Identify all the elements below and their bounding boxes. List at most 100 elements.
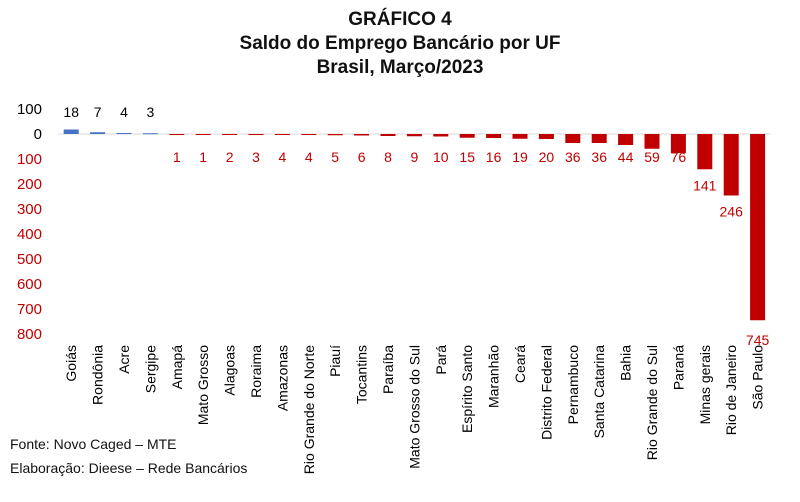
data-label: 9 (411, 149, 419, 165)
x-tick-label: Roraima (248, 345, 264, 398)
x-tick-label: Minas gerais (697, 345, 713, 424)
y-tick-label: 500 (17, 251, 42, 268)
data-label: 3 (252, 149, 260, 165)
data-label: 4 (279, 149, 287, 165)
x-tick-label: Mato Grosso (195, 345, 211, 425)
data-labels: 18 7 4 31 1 2 3 4 4 5 6 8 9 10 15 16 19 20 36 36 44 59 7614124… (63, 104, 769, 348)
x-tick-label: Santa Catarina (591, 345, 607, 439)
x-tick-label: Rondônia (90, 345, 106, 405)
data-label: 16 (486, 149, 502, 165)
x-axis: Goiás Rondônia Acre Sergipe Amapá Mato Grosso… (63, 345, 765, 474)
bar (406, 134, 422, 137)
x-tick-label: Mato Grosso do Sul (406, 345, 422, 469)
y-tick-label: 600 (17, 276, 42, 293)
x-tick-label: Sergipe (142, 345, 158, 393)
bars (63, 129, 766, 321)
bar (380, 134, 396, 136)
x-tick-label: Espírito Santo (459, 345, 475, 433)
bar (486, 134, 502, 138)
x-tick-label: Bahia (618, 345, 634, 381)
data-label: 76 (671, 149, 687, 165)
data-label: 6 (358, 149, 366, 165)
y-tick-label: 0 (34, 126, 42, 143)
data-label: 3 (147, 104, 155, 120)
x-tick-label: Pernambuco (565, 345, 581, 425)
bar (90, 132, 106, 134)
data-label: 246 (720, 204, 744, 220)
bar (512, 134, 528, 139)
x-tick-label: Paraíba (380, 345, 396, 394)
bar (565, 134, 581, 143)
data-label: 1 (199, 149, 207, 165)
x-tick-label: Amapá (169, 345, 185, 390)
bar (169, 134, 185, 135)
data-label: 20 (539, 149, 555, 165)
bar (433, 134, 449, 137)
bar (327, 134, 343, 136)
bar (697, 134, 713, 170)
bar (195, 134, 211, 135)
chart-title: GRÁFICO 4 Saldo do Emprego Bancário por … (0, 8, 800, 80)
bar (670, 134, 686, 153)
bar (618, 134, 634, 145)
data-label: 15 (459, 149, 475, 165)
bar (723, 134, 739, 196)
x-tick-label: Amazonas (274, 345, 290, 411)
data-label: 5 (331, 149, 339, 165)
bar (354, 134, 370, 136)
data-label: 36 (565, 149, 581, 165)
data-label: 18 (63, 104, 79, 120)
data-label: 2 (226, 149, 234, 165)
y-tick-label: 100 (17, 101, 42, 118)
y-tick-label: 100 (17, 151, 42, 168)
data-label: 4 (305, 149, 313, 165)
x-tick-label: Goiás (63, 345, 79, 382)
bar (222, 134, 238, 135)
x-tick-label: Alagoas (222, 345, 238, 396)
data-label: 59 (644, 149, 660, 165)
y-axis: 100 0 100 200 300 400 500 600 700 800 (17, 101, 42, 343)
x-tick-label: São Paulo (750, 345, 766, 410)
x-tick-label: Acre (116, 345, 132, 374)
bar (750, 134, 766, 321)
x-tick-label: Distrito Federal (538, 345, 554, 440)
data-label: 19 (512, 149, 528, 165)
x-tick-label: Paraná (670, 345, 686, 390)
x-tick-label: Tocantins (354, 345, 370, 404)
bar (116, 133, 132, 134)
x-tick-label: Pará (433, 345, 449, 375)
x-tick-label: Rio Grande do Sul (644, 345, 660, 460)
y-tick-label: 200 (17, 176, 42, 193)
x-tick-label: Rio de Janeiro (723, 345, 739, 435)
x-tick-label: Piauí (327, 345, 343, 377)
y-tick-label: 300 (17, 201, 42, 218)
data-label: 8 (384, 149, 392, 165)
y-tick-label: 700 (17, 301, 42, 318)
bar (142, 133, 158, 135)
data-label: 141 (693, 177, 717, 193)
bar (538, 134, 554, 139)
data-label: 7 (94, 104, 102, 120)
data-label: 36 (591, 149, 607, 165)
chart-title-line-2: Saldo do Emprego Bancário por UF (239, 33, 561, 54)
bar (591, 134, 607, 143)
data-label: 1 (173, 149, 181, 165)
bar (63, 129, 79, 134)
data-label: 10 (433, 149, 449, 165)
data-label: 4 (120, 104, 128, 120)
y-tick-label: 800 (17, 326, 42, 343)
x-tick-label: Rio Grande do Norte (301, 345, 317, 474)
elaboration-note: Elaboração: Dieese – Rede Bancários (10, 460, 248, 476)
source-note: Fonte: Novo Caged – MTE (10, 436, 177, 452)
chart-title-line-1: GRÁFICO 4 (348, 9, 452, 30)
x-tick-label: Maranhão (486, 345, 502, 408)
y-tick-label: 400 (17, 226, 42, 243)
bar (274, 134, 290, 135)
data-label: 44 (618, 149, 634, 165)
data-label: 745 (746, 332, 770, 348)
bar (301, 134, 317, 135)
x-tick-label: Ceará (512, 345, 528, 383)
bar (644, 134, 660, 149)
bar (459, 134, 475, 138)
